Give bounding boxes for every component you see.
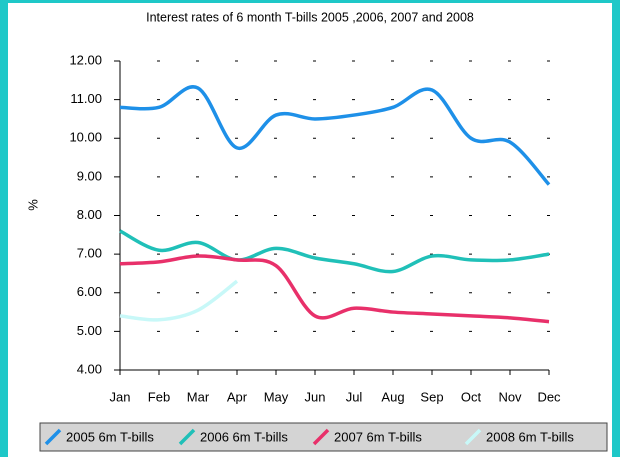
y-tick-label: 4.00	[77, 361, 102, 376]
line-series	[119, 254, 550, 324]
y-axis-label: %	[25, 199, 40, 211]
line-series	[119, 229, 550, 274]
legend-label: 2006 6m T-bills	[200, 429, 288, 444]
x-tick-label: Feb	[148, 389, 170, 404]
x-tick-label: Oct	[461, 389, 482, 404]
x-tick-label: Jan	[110, 389, 131, 404]
x-tick-label: Dec	[537, 389, 561, 404]
x-tick-label: Jun	[305, 389, 326, 404]
legend-swatch	[44, 428, 62, 446]
y-tick-label: 10.00	[69, 130, 102, 145]
x-tick-label: Nov	[498, 389, 522, 404]
x-tick-label: Aug	[381, 389, 404, 404]
legend-swatch	[464, 428, 482, 446]
legend-label: 2007 6m T-bills	[334, 429, 422, 444]
y-tick-label: 9.00	[77, 168, 102, 183]
legend-swatch	[312, 428, 330, 446]
y-tick-label: 8.00	[77, 207, 102, 222]
x-tick-label: Mar	[187, 389, 210, 404]
legend-label: 2005 6m T-bills	[66, 429, 154, 444]
legend	[39, 422, 608, 452]
x-tick-label: Jul	[346, 389, 363, 404]
y-tick-label: 5.00	[77, 323, 102, 338]
x-tick-label: Sep	[420, 389, 443, 404]
line-series	[119, 85, 551, 186]
y-tick-label: 6.00	[77, 284, 102, 299]
chart-title: Interest rates of 6 month T-bills 2005 ,…	[146, 10, 474, 24]
y-tick-label: 11.00	[70, 91, 102, 106]
legend-label: 2008 6m T-bills	[486, 429, 574, 444]
line-series	[119, 279, 239, 322]
chart-background	[8, 3, 612, 457]
legend-swatch	[178, 428, 196, 446]
y-tick-label: 12.00	[69, 52, 102, 67]
x-tick-label: May	[264, 389, 289, 404]
x-tick-label: Apr	[227, 389, 248, 404]
y-tick-label: 7.00	[77, 246, 102, 261]
